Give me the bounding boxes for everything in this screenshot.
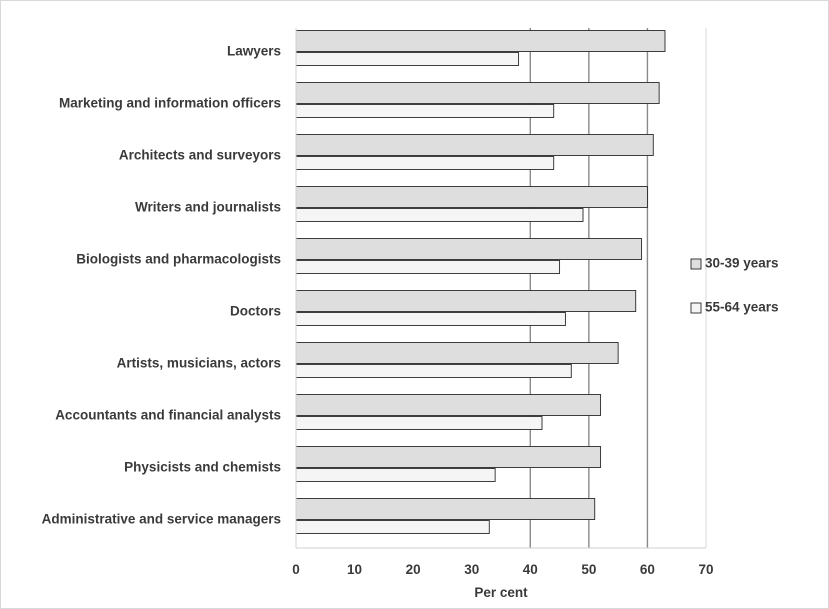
bar (295, 312, 566, 326)
legend: 30-39 years 55-64 years (690, 256, 779, 315)
axis-lines (295, 28, 706, 549)
category-label: Administrative and service managers (42, 512, 281, 527)
category-label: Lawyers (227, 44, 281, 59)
bar (295, 498, 596, 520)
bar (295, 104, 555, 118)
x-tick-label: 60 (640, 562, 655, 577)
bar (295, 30, 666, 52)
x-tick-label: 50 (581, 562, 596, 577)
bar (295, 364, 572, 378)
category-label: Marketing and information officers (59, 96, 281, 111)
x-tick-labels: 0 10 20 30 40 50 60 70 (292, 562, 713, 577)
category-label: Biologists and pharmacologists (76, 252, 281, 267)
bar (295, 290, 637, 312)
x-tick-label: 10 (347, 562, 362, 577)
x-tick-label: 40 (523, 562, 538, 577)
bar (295, 416, 543, 430)
bar (295, 342, 619, 364)
category-label: Architects and surveyors (119, 148, 281, 163)
legend-swatch (690, 258, 702, 270)
bar (295, 260, 561, 274)
bar (295, 208, 584, 222)
category-label: Writers and journalists (135, 200, 281, 215)
category-label: Physicists and chemists (124, 460, 281, 475)
x-axis-title: Per cent (474, 585, 528, 600)
bar (295, 134, 654, 156)
x-tick-label: 70 (698, 562, 713, 577)
bar (295, 156, 555, 170)
bar (295, 186, 648, 208)
legend-label: 30-39 years (705, 256, 779, 271)
legend-label: 55-64 years (705, 300, 779, 315)
bar (295, 520, 490, 534)
category-label: Accountants and financial analysts (55, 408, 281, 423)
bar (295, 446, 602, 468)
category-label: Artists, musicians, actors (117, 356, 281, 371)
bar (295, 394, 602, 416)
bar (295, 52, 520, 66)
bar (295, 468, 496, 482)
category-labels: Lawyers Marketing and information officer… (42, 44, 281, 527)
bars (295, 30, 666, 534)
x-tick-label: 20 (406, 562, 421, 577)
x-tick-label: 0 (292, 562, 300, 577)
bar (295, 238, 643, 260)
x-tick-label: 30 (464, 562, 479, 577)
category-label: Doctors (230, 304, 281, 319)
bar (295, 82, 660, 104)
legend-swatch (690, 302, 702, 314)
